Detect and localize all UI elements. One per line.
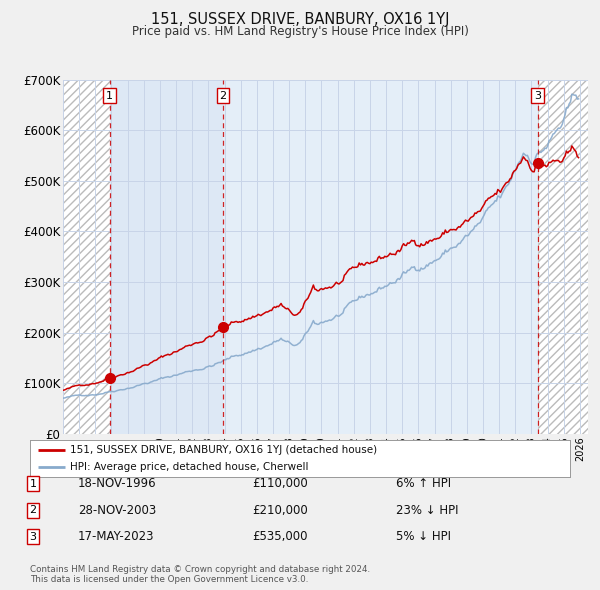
Text: HPI: Average price, detached house, Cherwell: HPI: Average price, detached house, Cher… bbox=[71, 462, 309, 472]
Text: Contains HM Land Registry data © Crown copyright and database right 2024.
This d: Contains HM Land Registry data © Crown c… bbox=[30, 565, 370, 584]
Bar bbox=[538, 80, 588, 434]
Text: 2: 2 bbox=[220, 91, 227, 100]
Bar bbox=[223, 80, 538, 434]
Text: Price paid vs. HM Land Registry's House Price Index (HPI): Price paid vs. HM Land Registry's House … bbox=[131, 25, 469, 38]
Text: £210,000: £210,000 bbox=[252, 504, 308, 517]
Text: 17-MAY-2023: 17-MAY-2023 bbox=[78, 530, 155, 543]
Text: 151, SUSSEX DRIVE, BANBURY, OX16 1YJ (detached house): 151, SUSSEX DRIVE, BANBURY, OX16 1YJ (de… bbox=[71, 445, 377, 455]
Text: 3: 3 bbox=[29, 532, 37, 542]
Text: 1: 1 bbox=[106, 91, 113, 100]
Text: 5% ↓ HPI: 5% ↓ HPI bbox=[396, 530, 451, 543]
Text: 2: 2 bbox=[29, 506, 37, 515]
Text: 18-NOV-1996: 18-NOV-1996 bbox=[78, 477, 157, 490]
Text: 23% ↓ HPI: 23% ↓ HPI bbox=[396, 504, 458, 517]
Text: 6% ↑ HPI: 6% ↑ HPI bbox=[396, 477, 451, 490]
Bar bbox=[110, 80, 223, 434]
Text: £110,000: £110,000 bbox=[252, 477, 308, 490]
Text: 3: 3 bbox=[534, 91, 541, 100]
Bar bbox=[63, 80, 110, 434]
Text: £535,000: £535,000 bbox=[252, 530, 308, 543]
Text: 1: 1 bbox=[29, 479, 37, 489]
Text: 151, SUSSEX DRIVE, BANBURY, OX16 1YJ: 151, SUSSEX DRIVE, BANBURY, OX16 1YJ bbox=[151, 12, 449, 27]
Text: 28-NOV-2003: 28-NOV-2003 bbox=[78, 504, 156, 517]
